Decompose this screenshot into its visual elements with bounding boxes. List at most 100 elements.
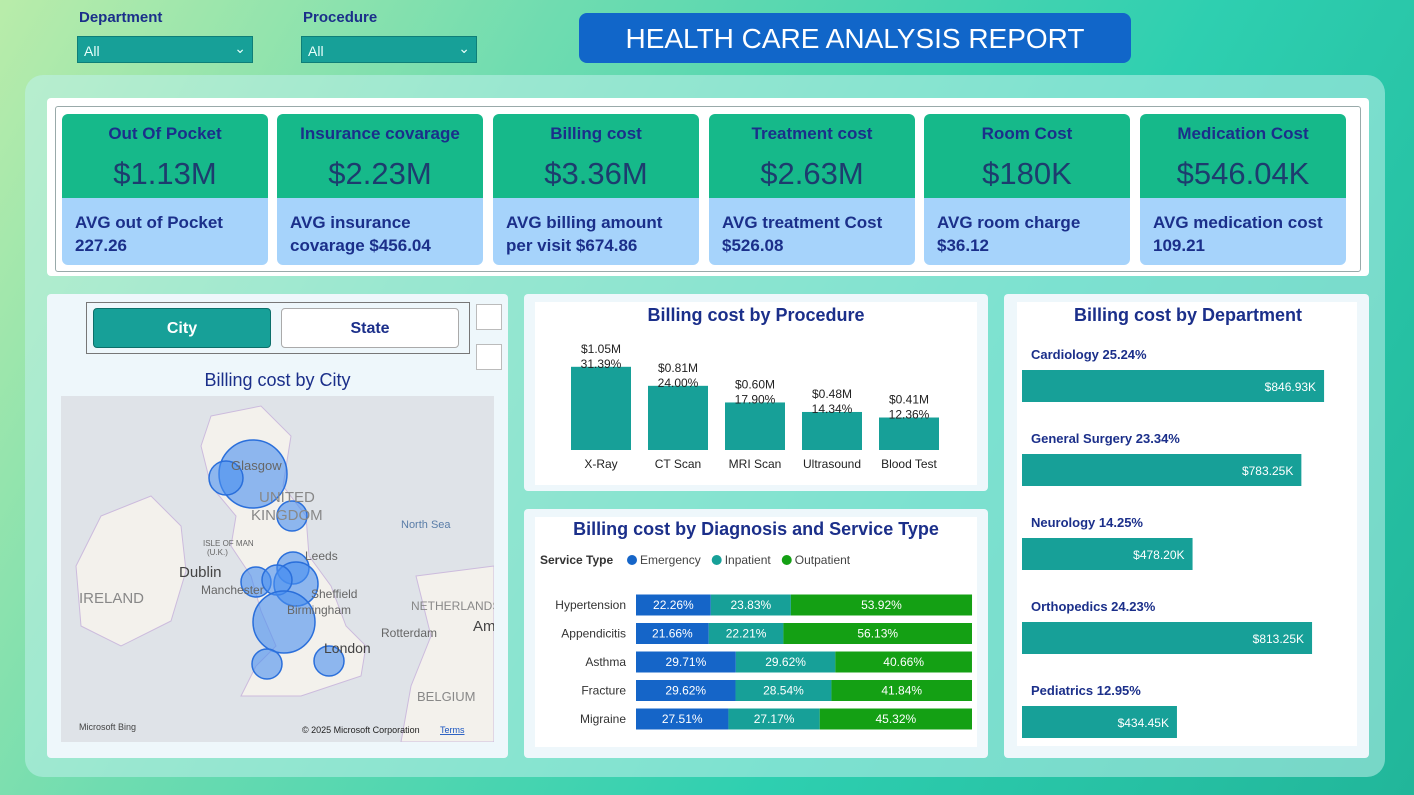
chart-title: Billing cost by Department	[1074, 305, 1302, 325]
dropdown[interactable]: All ⌄	[77, 36, 253, 63]
kpi-card: Room Cost $180K	[924, 114, 1130, 198]
land	[400, 565, 494, 742]
kpi-title: Medication Cost	[1177, 124, 1309, 143]
value-label: 41.84%	[881, 684, 922, 698]
map-terms[interactable]: Terms	[440, 725, 465, 735]
bar-segment	[831, 680, 972, 701]
chart-title: Billing cost by Diagnosis and Service Ty…	[573, 519, 939, 539]
map-credit: © 2025 Microsoft Corporation	[302, 725, 420, 735]
bar-segment	[708, 623, 784, 644]
bar-segment	[735, 680, 832, 701]
percent-label: 12.36%	[889, 408, 930, 422]
value-label: 53.92%	[861, 598, 902, 612]
x-tick-label: CT Scan	[655, 457, 701, 471]
dropdown-value: All	[84, 43, 100, 59]
value-label: 27.51%	[662, 712, 703, 726]
percent-label: 24.00%	[658, 376, 699, 390]
y-tick-label: Appendicitis	[561, 627, 626, 641]
kpi-card: Billing cost $3.36M	[493, 114, 699, 198]
slicer-option[interactable]: State	[281, 308, 459, 348]
value-label: 22.21%	[726, 627, 767, 641]
legend-label: Emergency	[640, 553, 701, 567]
y-tick-label: Fracture	[581, 684, 626, 698]
slicer-option[interactable]: City	[93, 308, 271, 348]
kpi-title: Insurance covarage	[300, 124, 460, 143]
value-label: $0.60M	[735, 377, 775, 391]
bubble	[208, 460, 244, 496]
map-label: KINGDOM	[251, 507, 323, 524]
kpi-title: Billing cost	[550, 124, 642, 143]
bar	[802, 411, 862, 450]
kpi-card: Out Of Pocket $1.13M	[62, 114, 268, 198]
percent-label: 31.39%	[581, 357, 622, 371]
value-label: $0.48M	[812, 387, 852, 401]
map-label: NETHERLANDS	[411, 599, 494, 613]
category-label: Orthopedics 24.23%	[1031, 599, 1156, 614]
bar-segment	[783, 623, 972, 644]
kpi-value: $1.13M	[113, 156, 217, 191]
legend-title: Service Type	[540, 553, 613, 567]
toolbar-button[interactable]	[476, 344, 502, 370]
percent-label: 17.90%	[735, 392, 776, 406]
bar-segment	[636, 708, 729, 730]
percent-label: 14.34%	[812, 402, 853, 416]
bar	[571, 366, 631, 450]
map-label: Dublin	[179, 564, 222, 581]
category-label: Cardiology 25.24%	[1031, 347, 1147, 362]
kpi-value: $3.36M	[544, 156, 648, 191]
map-label: London	[324, 640, 371, 656]
dropdown[interactable]: All ⌄	[301, 36, 477, 63]
legend-marker	[627, 555, 637, 565]
bar	[879, 417, 939, 450]
value-label: $813.25K	[1253, 632, 1304, 646]
map-label: Rotterdam	[381, 626, 437, 640]
bubble	[252, 590, 316, 654]
legend-label: Inpatient	[725, 553, 772, 567]
value-label: $0.41M	[889, 393, 929, 407]
toolbar-button[interactable]	[476, 304, 502, 330]
map-label: Ams	[473, 618, 494, 635]
kpi-subtitle: AVG billing amount per visit $674.86	[493, 198, 699, 265]
bar	[1022, 454, 1302, 486]
kpi-border	[55, 106, 1361, 272]
map-label: Leeds	[305, 549, 338, 563]
kpi-subtitle: AVG insurance covarage $456.04	[277, 198, 483, 265]
category-label: Neurology 14.25%	[1031, 515, 1143, 530]
kpi-title: Treatment cost	[751, 124, 873, 143]
report-title: HEALTH CARE ANALYSIS REPORT	[579, 13, 1131, 63]
value-label: 40.66%	[883, 655, 924, 669]
value-label: 56.13%	[857, 627, 898, 641]
map-label: Manchester	[201, 583, 264, 597]
bar-segment	[819, 708, 972, 730]
x-tick-label: Blood Test	[881, 457, 937, 471]
value-label: $846.93K	[1265, 380, 1316, 394]
kpi-card: Treatment cost $2.63M	[709, 114, 915, 198]
map-title: Billing cost by City	[204, 370, 351, 390]
kpi-subtitle: AVG room charge $36.12	[924, 198, 1130, 265]
kpi-value: $2.63M	[760, 156, 864, 191]
value-label: 29.71%	[666, 655, 707, 669]
bar-segment	[636, 623, 709, 644]
filter-label: Procedure	[303, 9, 378, 26]
x-tick-label: MRI Scan	[729, 457, 782, 471]
slicer-frame	[86, 302, 470, 354]
y-tick-label: Asthma	[585, 655, 626, 669]
map-label: Glasgow	[231, 458, 282, 473]
bar-segment	[636, 651, 736, 673]
kpi-card: Insurance covarage $2.23M	[277, 114, 483, 198]
bar-segment	[728, 708, 820, 730]
bubble	[276, 500, 308, 532]
y-tick-label: Migraine	[580, 712, 626, 726]
legend-label: Outpatient	[795, 553, 851, 567]
value-label: 22.26%	[653, 598, 694, 612]
kpi-value: $546.04K	[1176, 156, 1310, 191]
kpi-value: $180K	[982, 156, 1072, 191]
y-tick-label: Hypertension	[555, 598, 626, 612]
bar-segment	[636, 680, 736, 701]
map-label: (U.K.)	[207, 548, 228, 557]
land	[75, 495, 187, 647]
bubble	[251, 648, 283, 680]
bar-segment	[636, 594, 711, 616]
category-label: Pediatrics 12.95%	[1031, 683, 1141, 698]
